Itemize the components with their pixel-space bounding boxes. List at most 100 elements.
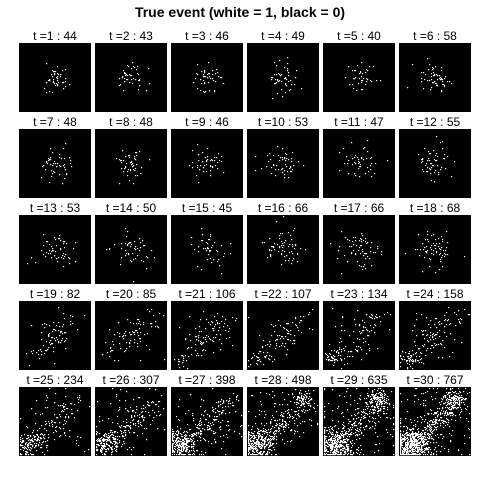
event-pixel [427, 441, 429, 443]
event-pixel [133, 447, 135, 449]
event-pixel [138, 323, 140, 325]
event-pixel [261, 444, 263, 446]
event-pixel [416, 445, 418, 447]
event-pixel [417, 441, 419, 443]
event-pixel [441, 79, 443, 81]
event-pixel [425, 443, 427, 445]
event-pixel [421, 72, 423, 74]
event-pixel [346, 449, 348, 451]
event-pixel [359, 324, 361, 326]
event-pixel [98, 444, 100, 446]
event-pixel [186, 360, 188, 362]
event-pixel [251, 358, 253, 360]
event-pixel [208, 239, 210, 241]
event-pixel [270, 422, 272, 424]
event-pixel [336, 431, 338, 433]
event-pixel [262, 445, 264, 447]
event-pixel [430, 335, 432, 337]
event-pixel [28, 444, 30, 446]
event-pixel [125, 250, 127, 252]
event-pixel [178, 406, 180, 408]
event-pixel [467, 406, 469, 408]
event-pixel [268, 161, 270, 163]
event-pixel [200, 430, 202, 432]
event-pixel [44, 438, 46, 440]
event-pixel [350, 395, 352, 397]
event-pixel [333, 434, 335, 436]
event-pixel [89, 406, 91, 408]
event-pixel [342, 424, 344, 426]
event-pixel [96, 454, 98, 456]
event-pixel [106, 451, 108, 453]
event-pixel [365, 258, 367, 260]
event-pixel [259, 410, 261, 412]
event-pixel [249, 434, 251, 436]
event-pixel [36, 434, 38, 436]
event-pixel [271, 173, 273, 175]
event-pixel [355, 155, 357, 157]
event-pixel [105, 449, 107, 451]
event-pixel [424, 415, 426, 417]
event-pixel [409, 360, 411, 362]
event-pixel [138, 89, 140, 91]
event-pixel [30, 442, 32, 444]
event-pixel [401, 439, 403, 441]
event-pixel [418, 234, 420, 236]
event-pixel [291, 239, 293, 241]
event-pixel [250, 364, 252, 366]
event-pixel [344, 447, 346, 449]
event-pixel [190, 454, 192, 456]
event-pixel [43, 165, 45, 167]
event-pixel [358, 450, 360, 452]
event-pixel [454, 392, 456, 394]
event-pixel [372, 315, 374, 317]
event-pixel [293, 397, 295, 399]
event-pixel [113, 344, 115, 346]
event-pixel [337, 454, 339, 456]
event-pixel [30, 453, 32, 455]
event-pixel [341, 351, 343, 353]
event-pixel [204, 71, 206, 73]
event-pixel [72, 413, 74, 415]
panel-t11: t =11 : 47 [323, 116, 395, 198]
event-pixel [382, 403, 384, 405]
event-pixel [186, 439, 188, 441]
panel-t29: t =29 : 635 [323, 374, 395, 456]
event-pixel [329, 359, 331, 361]
event-pixel [273, 247, 275, 249]
event-pixel [407, 444, 409, 446]
event-pixel [141, 416, 143, 418]
event-pixel [423, 363, 425, 365]
event-pixel [63, 253, 65, 255]
event-pixel [172, 435, 174, 437]
event-pixel [446, 399, 448, 401]
event-pixel [310, 405, 312, 407]
event-pixel [297, 253, 299, 255]
event-pixel [297, 425, 299, 427]
event-pixel [324, 439, 326, 441]
event-pixel [406, 432, 408, 434]
event-pixel [104, 439, 106, 441]
event-pixel [451, 400, 453, 402]
event-pixel [435, 248, 437, 250]
event-pixel [185, 355, 187, 357]
event-pixel [406, 453, 408, 455]
event-pixel [264, 446, 266, 448]
event-pixel [364, 417, 366, 419]
event-pixel [417, 451, 419, 453]
event-pixel [42, 413, 44, 415]
event-pixel [58, 322, 60, 324]
event-pixel [291, 429, 293, 431]
event-pixel [340, 338, 342, 340]
event-pixel [381, 406, 383, 408]
event-pixel [377, 406, 379, 408]
event-pixel [61, 257, 63, 259]
event-pixel [300, 405, 302, 407]
event-pixel [424, 344, 426, 346]
event-pixel [415, 433, 417, 435]
event-pixel [450, 440, 452, 442]
event-pixel [299, 436, 301, 438]
event-pixel [285, 164, 287, 166]
event-pixel [447, 412, 449, 414]
event-pixel [353, 88, 355, 90]
